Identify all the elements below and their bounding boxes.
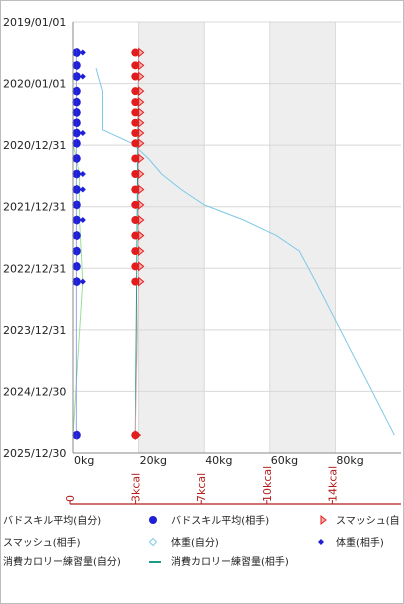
weight-opp-point	[79, 49, 86, 56]
x-tick-label: 80kg	[336, 454, 363, 467]
smash-opp-point	[131, 231, 140, 240]
badminton-opp-point	[76, 169, 81, 178]
badminton-opp-point	[76, 185, 81, 194]
x-tick-label: 0kg	[74, 454, 94, 467]
legend-label-6: 体重(相手)	[336, 536, 384, 549]
smash-opp-point	[131, 216, 140, 225]
weight-self-line	[95, 67, 395, 436]
smash-opp-point	[131, 72, 140, 81]
smash-opp-point	[131, 154, 140, 163]
legend-marker-2	[149, 516, 157, 524]
badminton-opp-point	[76, 108, 81, 117]
badminton-opp-point	[76, 431, 81, 440]
smash-opp-point	[131, 108, 140, 117]
y-tick-label: 2024/12/30	[3, 385, 66, 398]
smash-opp-point	[131, 87, 140, 96]
y-tick-label: 2021/12/31	[3, 201, 66, 214]
y-tick-label: 2023/12/31	[3, 324, 66, 337]
badminton-opp-point	[76, 48, 81, 57]
smash-opp-point	[131, 98, 140, 107]
axes: 2019/01/01 2020/01/01 2020/12/31 2021/12/31…	[3, 16, 403, 505]
kcal-tick-label: 7kcal	[195, 473, 208, 502]
badminton-opp-point	[76, 277, 81, 286]
badminton-opp-point	[76, 139, 81, 148]
legend-label-1: バドスキル平均(自分)	[3, 514, 101, 527]
legend-marker-3	[320, 514, 327, 526]
legend-marker-6	[318, 539, 324, 545]
data-marks	[72, 47, 145, 441]
kcal-tick-label: 0	[64, 495, 77, 502]
smash-opp-point	[131, 48, 140, 57]
badminton-opp-point	[76, 87, 81, 96]
kcal-tick-label: 14kcal	[326, 466, 339, 502]
badminton-opp-point	[76, 128, 81, 137]
weight-opp-point	[79, 73, 86, 80]
smash-opp-point	[131, 277, 140, 286]
legend-label-5: 体重(自分)	[171, 536, 219, 549]
smash-opp-point	[131, 61, 140, 70]
badminton-opp-point	[76, 200, 81, 209]
legend-label-4: スマッシュ(相手)	[3, 536, 81, 549]
badminton-opp-point	[76, 61, 81, 70]
x-tick-label: 40kg	[205, 454, 232, 467]
smash-opp-point	[131, 139, 140, 148]
y-tick-label: 2022/12/31	[3, 262, 66, 275]
legend-label-7: 消費カロリー練習量(自分)	[3, 555, 121, 568]
smash-opp-point	[131, 431, 140, 440]
x-tick-label: 20kg	[140, 454, 167, 467]
weight-opp-point	[79, 278, 86, 285]
y-tick-label: 2020/12/31	[3, 139, 66, 152]
badminton-opp-point	[76, 231, 81, 240]
legend-marker-5	[148, 537, 158, 547]
badminton-opp-point	[76, 154, 81, 163]
shade-band-2	[269, 22, 336, 453]
calorie-opp-line	[134, 52, 140, 436]
legend-label-8: 消費カロリー練習量(相手)	[171, 555, 289, 568]
smash-opp-point	[131, 262, 140, 271]
y-tick-label: 2019/01/01	[3, 16, 66, 29]
badminton-opp-point	[76, 72, 81, 81]
weight-opp-point	[79, 170, 86, 177]
smash-opp-point	[131, 200, 140, 209]
kcal-tick-label: 3kcal	[130, 473, 143, 502]
smash-opp-point	[131, 169, 140, 178]
x-tick-label: 60kg	[271, 454, 298, 467]
badminton-opp-point	[76, 262, 81, 271]
smash-opp-point	[131, 247, 140, 256]
x-tick-label: 10	[402, 454, 403, 467]
series-lines	[72, 52, 395, 436]
weight-opp-point	[79, 217, 86, 224]
y-tick-label: 2025/12/30	[3, 447, 66, 460]
badminton-opp-point	[76, 216, 81, 225]
shade-band-1	[138, 22, 205, 453]
grid-lines	[72, 21, 401, 454]
shade-bands	[138, 22, 336, 453]
badminton-opp-point	[76, 118, 81, 127]
smash-opp-point	[131, 128, 140, 137]
badminton-opp-point	[76, 247, 81, 256]
smash-opp-point	[131, 118, 140, 127]
smash-opp-point	[131, 185, 140, 194]
weight-opp-point	[79, 186, 86, 193]
y-tick-label: 2020/01/01	[3, 78, 66, 91]
legend-label-3: スマッシュ(自	[336, 514, 400, 527]
kcal-tick-label: 10kcal	[261, 466, 274, 502]
badminton-opp-point	[76, 98, 81, 107]
weight-opp-point	[79, 129, 86, 136]
legend-label-2: バドスキル平均(相手)	[171, 514, 269, 527]
